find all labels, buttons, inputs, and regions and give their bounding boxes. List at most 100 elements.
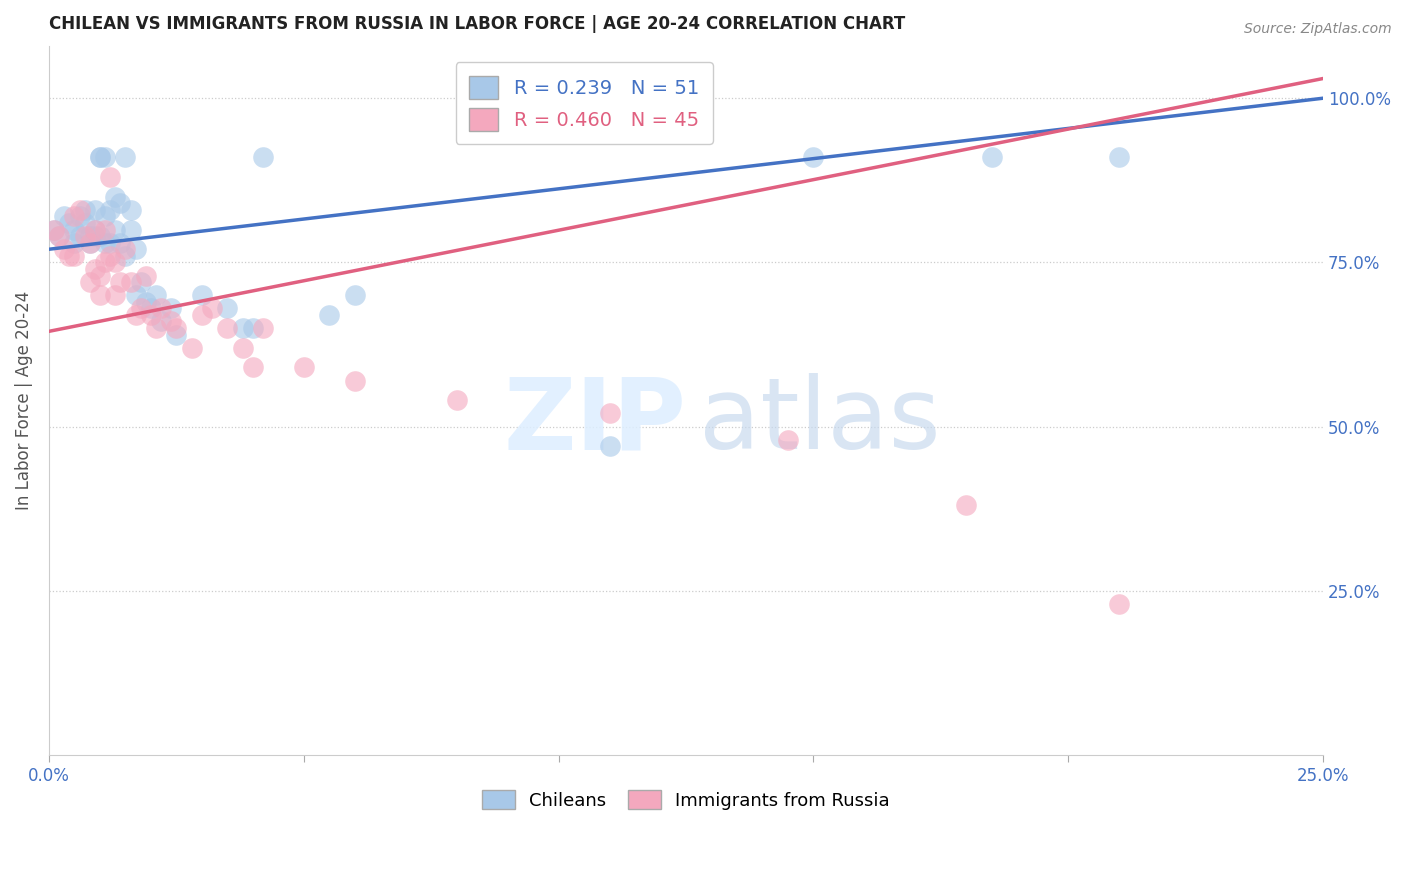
Point — [42, 222, 65, 236]
Point — [217, 321, 239, 335]
Point — [120, 202, 142, 217]
Point — [191, 288, 214, 302]
Point — [98, 249, 121, 263]
Point — [120, 275, 142, 289]
Point — [165, 327, 187, 342]
Point — [135, 294, 157, 309]
Point — [69, 229, 91, 244]
Point — [58, 249, 80, 263]
Text: ZIP: ZIP — [503, 373, 686, 470]
Point — [980, 150, 1002, 164]
Point — [94, 150, 117, 164]
Point — [94, 235, 117, 250]
Point — [252, 321, 274, 335]
Point — [242, 360, 264, 375]
Point — [292, 360, 315, 375]
Point — [124, 242, 146, 256]
Point — [83, 222, 105, 236]
Point — [150, 314, 173, 328]
Point — [139, 301, 162, 316]
Point — [120, 222, 142, 236]
Point — [63, 222, 86, 236]
Point — [48, 229, 70, 244]
Point — [1108, 597, 1130, 611]
Point — [160, 314, 183, 328]
Point — [150, 301, 173, 316]
Point — [232, 321, 254, 335]
Point — [446, 393, 468, 408]
Point — [232, 341, 254, 355]
Point — [48, 229, 70, 244]
Point — [89, 150, 111, 164]
Point — [110, 275, 132, 289]
Point — [599, 406, 621, 420]
Point — [110, 196, 132, 211]
Point — [63, 210, 86, 224]
Point — [803, 150, 825, 164]
Point — [145, 321, 167, 335]
Point — [201, 301, 224, 316]
Point — [124, 288, 146, 302]
Point — [69, 210, 91, 224]
Point — [89, 268, 111, 283]
Point — [599, 439, 621, 453]
Y-axis label: In Labor Force | Age 20-24: In Labor Force | Age 20-24 — [15, 291, 32, 510]
Point — [79, 235, 101, 250]
Point — [1108, 150, 1130, 164]
Point — [53, 242, 76, 256]
Point — [89, 229, 111, 244]
Point — [83, 222, 105, 236]
Point — [318, 308, 340, 322]
Point — [73, 229, 96, 244]
Point — [129, 275, 152, 289]
Point — [217, 301, 239, 316]
Point — [110, 235, 132, 250]
Point — [776, 433, 799, 447]
Point — [135, 268, 157, 283]
Point — [252, 150, 274, 164]
Point — [124, 308, 146, 322]
Point — [180, 341, 202, 355]
Point — [114, 249, 136, 263]
Point — [79, 235, 101, 250]
Point — [139, 308, 162, 322]
Point — [114, 242, 136, 256]
Legend: Chileans, Immigrants from Russia: Chileans, Immigrants from Russia — [475, 783, 897, 817]
Point — [69, 202, 91, 217]
Point — [83, 262, 105, 277]
Point — [63, 249, 86, 263]
Point — [104, 222, 127, 236]
Point — [42, 222, 65, 236]
Point — [104, 255, 127, 269]
Point — [58, 216, 80, 230]
Point — [104, 190, 127, 204]
Point — [73, 216, 96, 230]
Point — [145, 288, 167, 302]
Point — [191, 308, 214, 322]
Point — [53, 210, 76, 224]
Point — [129, 301, 152, 316]
Point — [63, 235, 86, 250]
Text: atlas: atlas — [699, 373, 941, 470]
Point — [343, 288, 366, 302]
Point — [83, 229, 105, 244]
Point — [79, 229, 101, 244]
Point — [94, 210, 117, 224]
Point — [160, 301, 183, 316]
Text: Source: ZipAtlas.com: Source: ZipAtlas.com — [1244, 22, 1392, 37]
Text: CHILEAN VS IMMIGRANTS FROM RUSSIA IN LABOR FORCE | AGE 20-24 CORRELATION CHART: CHILEAN VS IMMIGRANTS FROM RUSSIA IN LAB… — [49, 15, 905, 33]
Point — [343, 374, 366, 388]
Point — [104, 288, 127, 302]
Point — [165, 321, 187, 335]
Point — [83, 202, 105, 217]
Point — [114, 150, 136, 164]
Point — [98, 169, 121, 184]
Point — [98, 202, 121, 217]
Point — [79, 275, 101, 289]
Point — [73, 202, 96, 217]
Point — [98, 235, 121, 250]
Point — [242, 321, 264, 335]
Point — [89, 150, 111, 164]
Point — [89, 288, 111, 302]
Point — [955, 499, 977, 513]
